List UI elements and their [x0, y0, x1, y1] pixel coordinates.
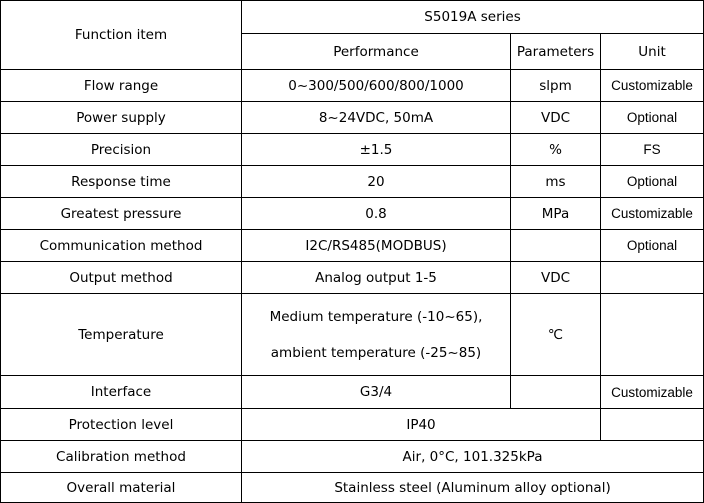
performance-cell: Analog output 1-5	[241, 261, 511, 294]
table-row: Interface G3/4 Customizable	[0, 375, 704, 409]
performance-cell: IP40	[241, 408, 601, 441]
unit-cell: Optional	[599, 101, 704, 134]
unit-cell: Customizable	[599, 375, 704, 409]
performance-line: ambient temperature (-25~85)	[270, 344, 482, 361]
performance-cell: 8~24VDC, 50mA	[241, 101, 511, 134]
item-cell: Response time	[0, 165, 242, 198]
table-row: Protection level IP40	[0, 408, 704, 441]
item-cell: Precision	[0, 133, 242, 166]
table-row: Output method Analog output 1-5 VDC	[0, 261, 704, 294]
table-row: Precision ±1.5 % FS	[0, 133, 704, 166]
parameters-cell: ms	[510, 165, 601, 198]
performance-cell: Air, 0°C, 101.325kPa	[240, 440, 704, 473]
item-cell: Temperature	[0, 293, 242, 376]
parameters-cell: MPa	[510, 197, 601, 230]
item-cell: Greatest pressure	[0, 197, 242, 230]
unit-cell: Customizable	[599, 197, 704, 230]
unit-cell	[599, 261, 704, 294]
item-cell: Flow range	[0, 69, 242, 102]
item-cell: Overall material	[0, 472, 242, 503]
performance-cell: Stainless steel (Aluminum alloy optional…	[240, 472, 704, 503]
unit-cell: Optional	[599, 165, 704, 198]
parameters-cell: VDC	[510, 261, 601, 294]
table-row: Overall material Stainless steel (Alumin…	[0, 472, 704, 503]
table-row: Calibration method Air, 0°C, 101.325kPa	[0, 440, 704, 473]
performance-cell: I2C/RS485(MODBUS)	[241, 229, 511, 262]
unit-cell	[599, 408, 704, 441]
parameters-cell: ℃	[510, 293, 601, 376]
table-row: Flow range 0~300/500/600/800/1000 slpm C…	[0, 69, 704, 102]
performance-cell: G3/4	[241, 375, 511, 409]
table-row: Power supply 8~24VDC, 50mA VDC Optional	[0, 101, 704, 134]
unit-cell	[599, 293, 704, 376]
header-unit: Unit	[599, 33, 704, 70]
performance-cell: 0.8	[241, 197, 511, 230]
header-performance: Performance	[241, 33, 511, 70]
header-series: S5019A series	[240, 0, 704, 34]
table-row: Greatest pressure 0.8 MPa Customizable	[0, 197, 704, 230]
unit-cell: FS	[599, 133, 704, 166]
item-cell: Interface	[0, 375, 242, 409]
item-cell: Power supply	[0, 101, 242, 134]
header-parameters: Parameters	[510, 33, 601, 70]
item-cell: Protection level	[0, 408, 242, 441]
item-cell: Output method	[0, 261, 242, 294]
table-row: Communication method I2C/RS485(MODBUS) O…	[0, 229, 704, 262]
unit-cell: Customizable	[599, 69, 704, 102]
item-cell: Communication method	[0, 229, 242, 262]
parameters-cell: slpm	[510, 69, 601, 102]
performance-cell: ±1.5	[241, 133, 511, 166]
performance-cell: 0~300/500/600/800/1000	[241, 69, 511, 102]
parameters-cell: %	[510, 133, 601, 166]
unit-cell: Optional	[599, 229, 704, 262]
parameters-cell: VDC	[510, 101, 601, 134]
table-row: Temperature Medium temperature (-10~65),…	[0, 293, 704, 376]
parameters-cell	[510, 229, 601, 262]
table-row: Response time 20 ms Optional	[0, 165, 704, 198]
header-function-item: Function item	[0, 0, 242, 70]
performance-cell: Medium temperature (-10~65), ambient tem…	[241, 293, 511, 376]
performance-cell: 20	[241, 165, 511, 198]
parameters-cell	[510, 375, 601, 409]
performance-line: Medium temperature (-10~65),	[269, 308, 483, 325]
item-cell: Calibration method	[0, 440, 242, 473]
